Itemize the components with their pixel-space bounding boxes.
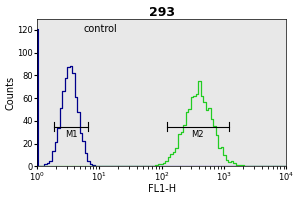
Text: control: control bbox=[84, 24, 117, 34]
Text: M2: M2 bbox=[191, 130, 204, 139]
Title: 293: 293 bbox=[148, 6, 175, 19]
Text: M1: M1 bbox=[65, 130, 77, 139]
Y-axis label: Counts: Counts bbox=[6, 75, 16, 110]
X-axis label: FL1-H: FL1-H bbox=[148, 184, 176, 194]
